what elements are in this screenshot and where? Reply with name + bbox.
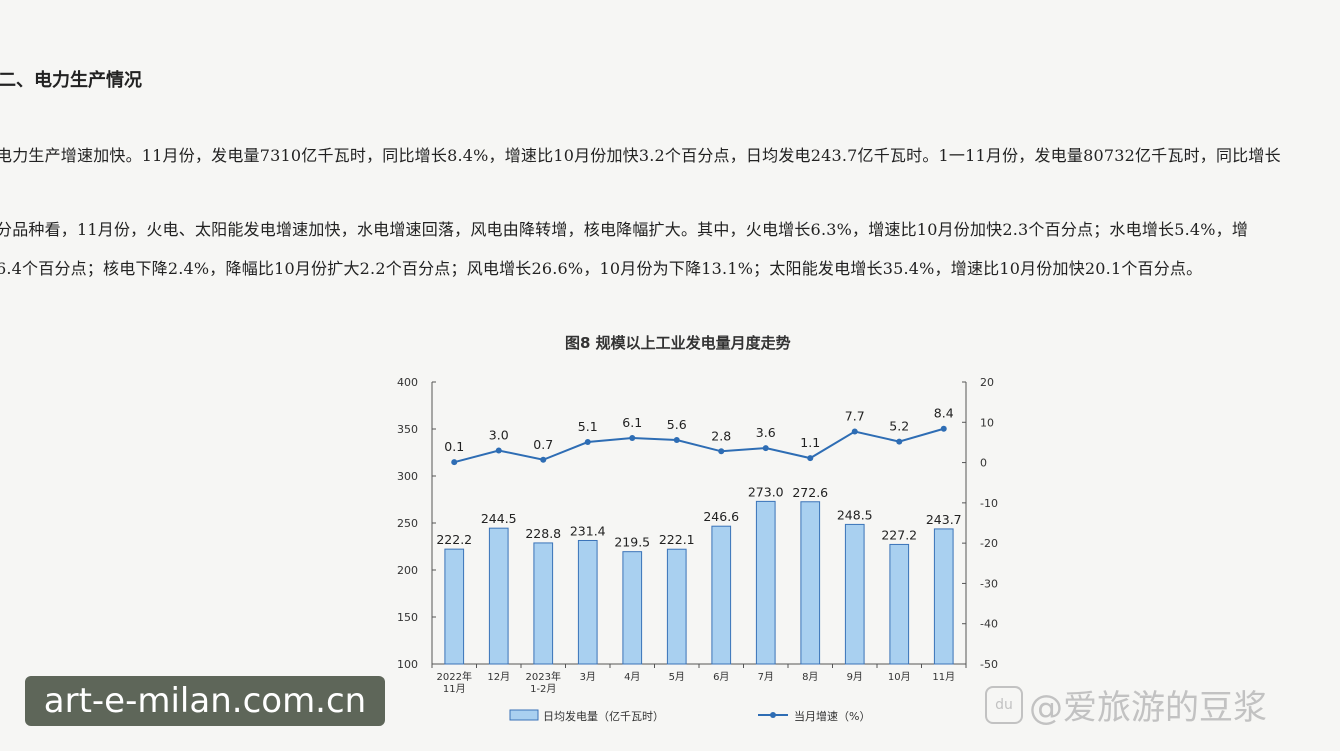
growth-point: [762, 445, 769, 452]
x-tick-label: 7月: [758, 671, 774, 683]
right-tick-label: -50: [980, 658, 998, 671]
bar-data-label: 243.7: [926, 512, 962, 527]
right-tick-label: -40: [980, 618, 998, 631]
x-tick-label: 11月: [443, 683, 466, 695]
growth-data-label: 8.4: [934, 406, 954, 421]
growth-data-label: 0.1: [444, 439, 464, 454]
bar-data-label: 231.4: [570, 523, 606, 538]
growth-data-label: 5.1: [578, 419, 598, 434]
chart-title: 图8 规模以上工业发电量月度走势: [565, 334, 791, 352]
growth-point: [540, 456, 547, 463]
bar: [622, 551, 643, 665]
paragraph-1: 电力生产增速加快。11月份，发电量7310亿千瓦时，同比增长8.4%，增速比10…: [0, 146, 1281, 165]
paragraph-3: 6.4个百分点；核电下降2.4%，降幅比10月份扩大2.2个百分点；风电增长26…: [0, 259, 1203, 278]
bar: [755, 500, 776, 665]
growth-point: [629, 434, 636, 441]
paragraph-2: 分品种看，11月份，火电、太阳能发电增速加快，水电增速回落，风电由降转增，核电降…: [0, 220, 1249, 239]
bar: [488, 527, 509, 665]
site-watermark: art-e-milan.com.cn: [25, 676, 385, 726]
bar-data-label: 222.1: [659, 532, 695, 547]
bar-data-label: 248.5: [837, 507, 873, 522]
left-tick-label: 300: [397, 470, 418, 483]
legend-line-marker: [770, 712, 776, 718]
x-tick-label: 9月: [847, 671, 863, 683]
x-tick-label: 1-2月: [530, 683, 556, 695]
growth-point: [495, 447, 502, 454]
growth-data-label: 3.0: [489, 427, 509, 442]
growth-data-label: 6.1: [622, 415, 642, 430]
left-tick-label: 350: [397, 423, 418, 436]
growth-point: [718, 448, 725, 455]
power-generation-chart: 100 150 200 250 300 350 400 -50 -40 -30 -20 -10 0 10 2…: [397, 376, 998, 723]
bar: [533, 542, 554, 665]
growth-data-label: 0.7: [533, 437, 553, 452]
growth-point: [896, 438, 903, 445]
growth-data-label: 5.2: [889, 419, 909, 434]
bar: [444, 548, 465, 665]
bar-data-label: 273.0: [748, 484, 784, 499]
bar-data-label: 244.5: [481, 511, 517, 526]
x-tick-label: 12月: [487, 671, 510, 683]
bar: [844, 523, 865, 665]
growth-data-label: 5.6: [667, 417, 687, 432]
bar: [933, 528, 954, 665]
growth-data-label: 3.6: [756, 425, 776, 440]
growth-data-label: 1.1: [800, 435, 820, 450]
bar-data-label: 227.2: [881, 527, 917, 542]
x-tick-label: 3月: [580, 671, 596, 683]
bar-data-label: 246.6: [703, 509, 739, 524]
growth-point: [584, 439, 591, 446]
left-tick-label: 100: [397, 658, 418, 671]
x-tick-label: 2023年: [526, 670, 561, 683]
legend-line-label: 当月增速（%）: [794, 709, 870, 723]
bar: [711, 525, 732, 665]
bar: [577, 539, 598, 665]
x-tick-label: 8月: [802, 671, 818, 683]
legend-bar-label: 日均发电量（亿千瓦时）: [543, 709, 664, 723]
growth-point: [807, 455, 814, 462]
bar: [889, 543, 910, 665]
bar: [666, 548, 687, 665]
author-watermark-text: @爱旅游的豆浆: [1029, 688, 1267, 728]
growth-data-label: 2.8: [711, 428, 731, 443]
right-tick-label: 0: [980, 457, 987, 470]
du-logo-icon: du: [985, 685, 1023, 724]
bar-data-label: 272.6: [792, 485, 828, 500]
author-watermark: du @爱旅游的豆浆: [985, 680, 1267, 729]
left-tick-label: 400: [397, 376, 418, 389]
x-tick-label: 11月: [932, 671, 955, 683]
x-tick-label: 5月: [669, 671, 685, 683]
left-tick-label: 250: [397, 517, 418, 530]
bar: [800, 501, 821, 665]
growth-point: [851, 428, 858, 435]
left-tick-label: 150: [397, 611, 418, 624]
section-heading: 二、电力生产情况: [0, 70, 142, 91]
right-tick-label: -20: [980, 537, 998, 550]
growth-point: [451, 459, 458, 466]
right-tick-label: -10: [980, 497, 998, 510]
right-tick-label: 10: [980, 416, 994, 429]
x-tick-label: 6月: [713, 671, 729, 683]
bar-data-label: 228.8: [525, 526, 561, 541]
left-tick-label: 200: [397, 564, 418, 577]
right-tick-label: 20: [980, 376, 994, 389]
growth-point: [673, 437, 680, 444]
x-tick-label: 2022年: [437, 670, 472, 683]
right-tick-label: -30: [980, 577, 998, 590]
bar-data-label: 219.5: [614, 535, 650, 550]
bar-data-label: 222.2: [436, 532, 472, 547]
x-tick-label: 4月: [624, 671, 640, 683]
growth-series-line: [453, 427, 945, 464]
x-tick-label: 10月: [888, 671, 911, 683]
growth-point: [940, 425, 947, 432]
legend-bar-swatch: [509, 709, 539, 721]
growth-data-label: 7.7: [845, 409, 865, 424]
